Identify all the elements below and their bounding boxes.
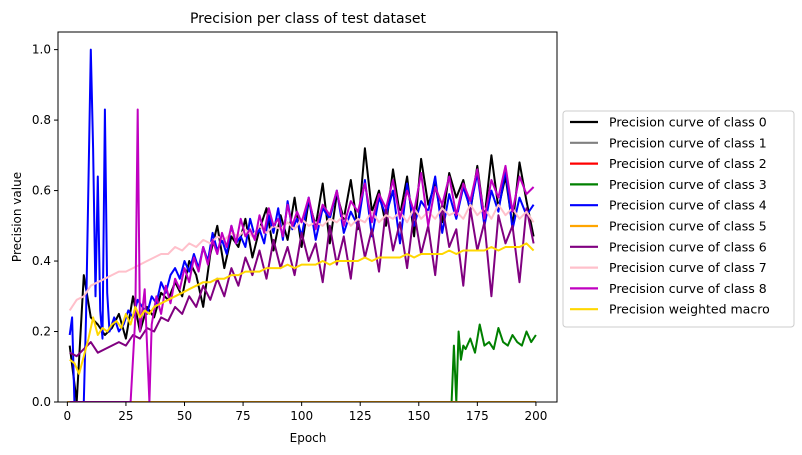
legend-label: Precision curve of class 4 — [609, 198, 767, 213]
y-tick-label: 0.4 — [32, 254, 51, 268]
y-tick-label: 0.8 — [32, 113, 51, 127]
x-axis-title: Epoch — [290, 431, 327, 445]
x-tick-label: 75 — [235, 409, 250, 423]
legend-label: Precision curve of class 1 — [609, 135, 767, 150]
x-tick-label: 200 — [524, 409, 547, 423]
y-tick-label: 0.2 — [32, 325, 51, 339]
legend-label: Precision curve of class 5 — [609, 219, 767, 234]
legend-label: Precision curve of class 2 — [609, 156, 767, 171]
legend-label: Precision curve of class 0 — [609, 115, 767, 130]
series-line-9 — [69, 242, 535, 375]
legend: Precision curve of class 0 Precision curv… — [562, 110, 795, 328]
legend-label: Precision curve of class 8 — [609, 281, 767, 296]
x-tick-label: 100 — [290, 409, 313, 423]
y-tick-label: 1.0 — [32, 43, 51, 57]
x-tick-label: 125 — [349, 409, 372, 423]
x-tick-label: 175 — [466, 409, 489, 423]
series-group — [67, 48, 537, 402]
x-tick-label: 0 — [64, 409, 72, 423]
x-tick-label: 25 — [118, 409, 133, 423]
y-axis-title: Precision value — [10, 172, 24, 262]
y-tick-label: 0.6 — [32, 184, 51, 198]
legend-label: Precision curve of class 3 — [609, 177, 767, 192]
legend-label: Precision weighted macro — [609, 302, 770, 317]
series-line-3 — [67, 323, 537, 402]
x-tick-label: 50 — [177, 409, 192, 423]
x-tick-label: 150 — [407, 409, 430, 423]
plot-area-frame — [57, 31, 558, 403]
legend-frame — [562, 110, 795, 328]
x-axis: 0 25 50 75 100 125 150 175 200 — [64, 402, 547, 423]
legend-label: Precision curve of class 7 — [609, 260, 767, 275]
series-line-8 — [69, 108, 535, 402]
y-tick-label: 0.0 — [32, 395, 51, 409]
legend-label: Precision curve of class 6 — [609, 239, 767, 254]
series-line-0 — [68, 147, 535, 402]
y-axis: 0.0 0.2 0.4 0.6 0.8 1.0 — [32, 43, 58, 409]
chart-title: Precision per class of test dataset — [190, 11, 427, 27]
